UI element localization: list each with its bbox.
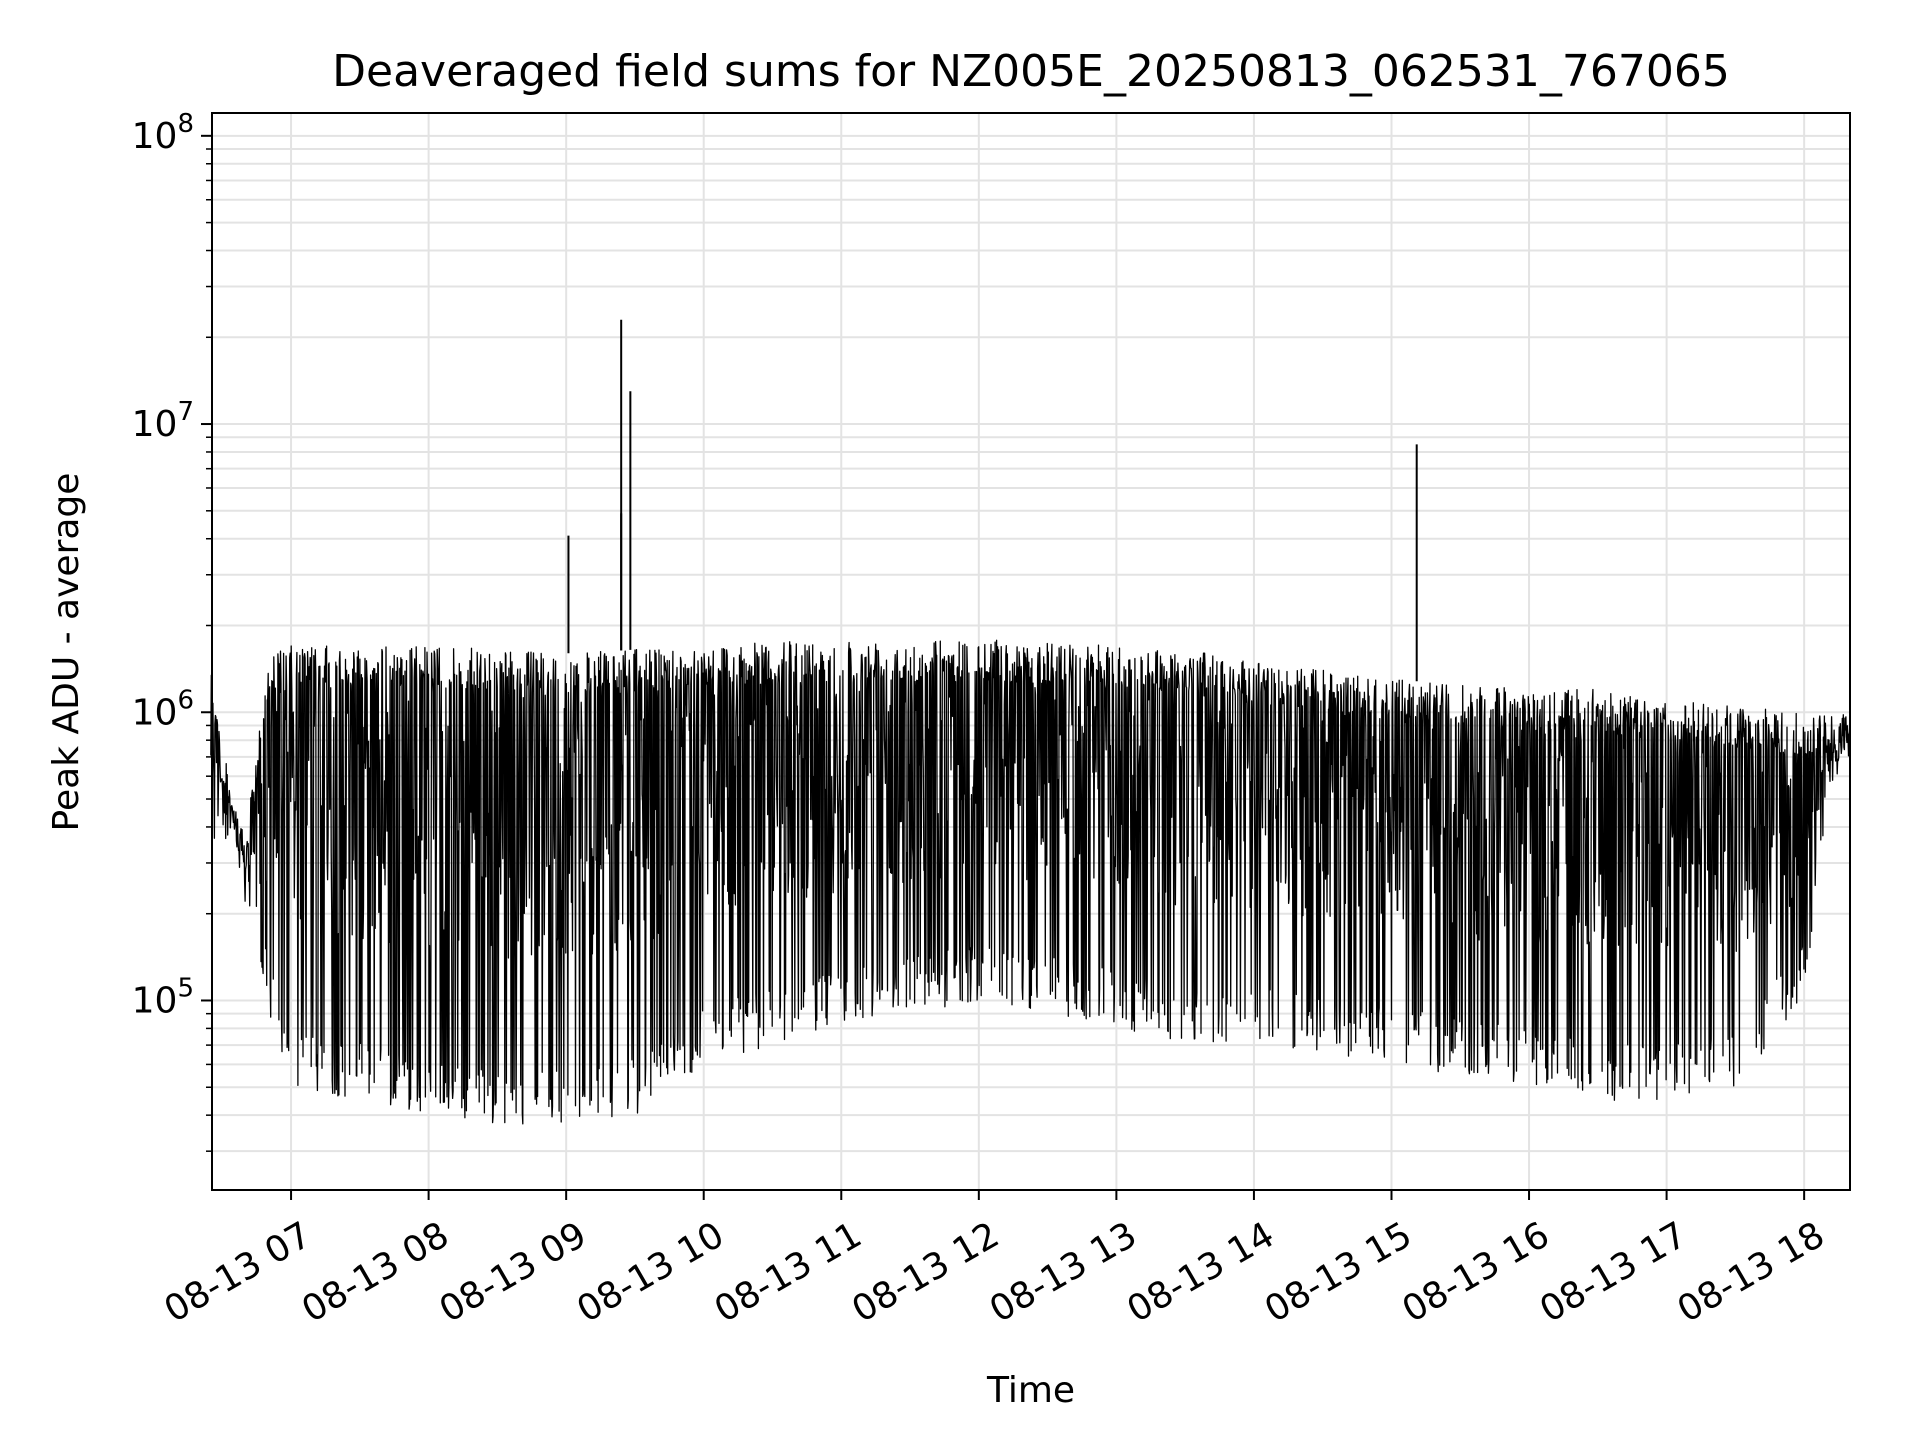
chart-title: Deaveraged field sums for NZ005E_2025081…: [332, 46, 1730, 97]
y-axis-label: Peak ADU - average: [46, 473, 87, 832]
y-tick-label: 107: [132, 397, 194, 445]
y-tick-label: 106: [132, 685, 194, 733]
y-tick-label: 108: [132, 109, 194, 157]
plot-frame: [211, 112, 1851, 1191]
y-axis: 105 106 107 108: [132, 109, 212, 1152]
y-tick-label: 105: [132, 973, 194, 1021]
x-axis-label: Time: [986, 1370, 1075, 1411]
series-trace: [210, 639, 1851, 1125]
